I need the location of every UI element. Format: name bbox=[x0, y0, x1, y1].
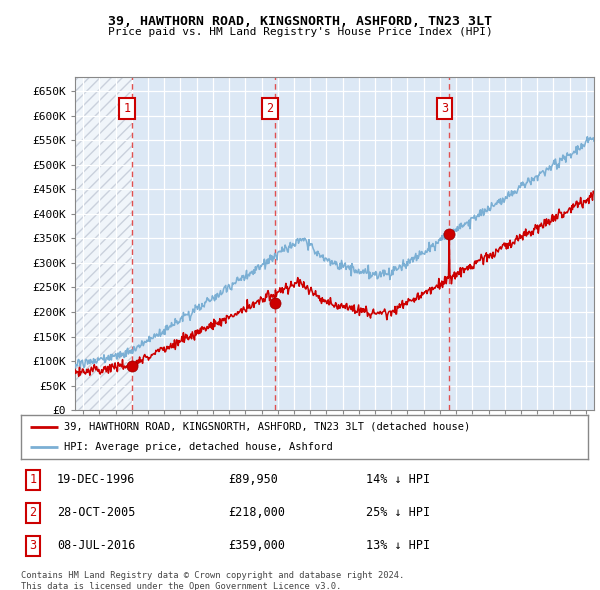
Text: 19-DEC-1996: 19-DEC-1996 bbox=[57, 473, 136, 486]
Text: 13% ↓ HPI: 13% ↓ HPI bbox=[366, 539, 430, 552]
Text: 28-OCT-2005: 28-OCT-2005 bbox=[57, 506, 136, 519]
Text: £359,000: £359,000 bbox=[228, 539, 285, 552]
Text: 14% ↓ HPI: 14% ↓ HPI bbox=[366, 473, 430, 486]
Text: 39, HAWTHORN ROAD, KINGSNORTH, ASHFORD, TN23 3LT (detached house): 39, HAWTHORN ROAD, KINGSNORTH, ASHFORD, … bbox=[64, 422, 470, 432]
Text: 2: 2 bbox=[29, 506, 37, 519]
Text: Contains HM Land Registry data © Crown copyright and database right 2024.
This d: Contains HM Land Registry data © Crown c… bbox=[21, 571, 404, 590]
Text: HPI: Average price, detached house, Ashford: HPI: Average price, detached house, Ashf… bbox=[64, 442, 332, 452]
Text: 1: 1 bbox=[29, 473, 37, 486]
Text: 39, HAWTHORN ROAD, KINGSNORTH, ASHFORD, TN23 3LT: 39, HAWTHORN ROAD, KINGSNORTH, ASHFORD, … bbox=[108, 15, 492, 28]
Text: Price paid vs. HM Land Registry's House Price Index (HPI): Price paid vs. HM Land Registry's House … bbox=[107, 27, 493, 37]
Text: 1: 1 bbox=[124, 102, 130, 115]
Text: £89,950: £89,950 bbox=[228, 473, 278, 486]
Text: 3: 3 bbox=[29, 539, 37, 552]
Text: £218,000: £218,000 bbox=[228, 506, 285, 519]
Text: 3: 3 bbox=[441, 102, 448, 115]
Text: 08-JUL-2016: 08-JUL-2016 bbox=[57, 539, 136, 552]
Text: 2: 2 bbox=[266, 102, 274, 115]
Text: 25% ↓ HPI: 25% ↓ HPI bbox=[366, 506, 430, 519]
